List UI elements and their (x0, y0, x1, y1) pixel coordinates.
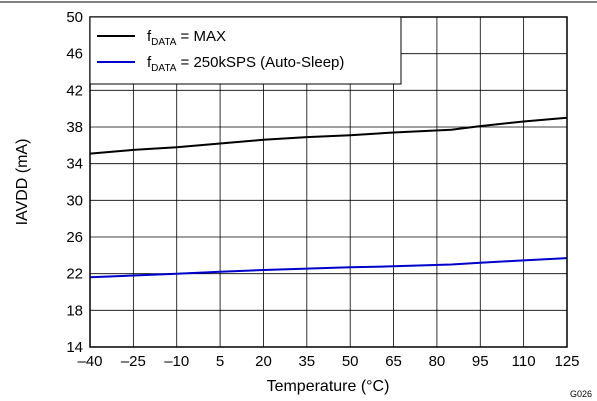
x-tick-label: 50 (342, 353, 359, 370)
y-tick-label: 50 (66, 9, 83, 26)
legend: fDATA = MAX fDATA = 250kSPS (Auto-Sleep) (89, 16, 402, 85)
legend-label-autosleep: fDATA = 250kSPS (Auto-Sleep) (147, 54, 344, 74)
legend-label-autosleep-rest: = 250kSPS (Auto-Sleep) (176, 54, 344, 71)
x-tick-labels: –40 –25 –10 5 20 35 50 65 80 95 110 125 (77, 353, 579, 370)
y-tick-label: 34 (66, 156, 83, 173)
series-line-1 (89, 257, 568, 279)
figure-id: G026 (570, 389, 592, 399)
legend-label-autosleep-main: f (147, 54, 152, 71)
legend-label-max-sub: DATA (151, 37, 177, 48)
legend-label-max: fDATA = MAX (147, 28, 226, 48)
series-line-0 (89, 116, 568, 155)
legend-box (89, 16, 402, 85)
x-tick-label: 20 (255, 353, 272, 370)
x-tick-label: 35 (298, 353, 315, 370)
x-axis-label: Temperature (°C) (267, 378, 390, 395)
legend-label-max-main: f (147, 28, 152, 45)
x-tick-label: 80 (429, 353, 446, 370)
y-tick-label: 22 (66, 266, 83, 283)
y-axis-label: IAVDD (mA) (14, 139, 31, 226)
x-tick-label: 110 (512, 353, 536, 370)
y-tick-label: 14 (66, 339, 83, 356)
legend-label-autosleep-sub: DATA (151, 63, 177, 74)
y-tick-label: 26 (66, 229, 83, 246)
x-tick-label: 65 (385, 353, 402, 370)
x-tick-label: 5 (216, 353, 224, 370)
series-layer (89, 116, 568, 279)
legend-label-max-rest: = MAX (176, 28, 226, 45)
x-tick-label: 125 (554, 353, 579, 370)
x-tick-label: –10 (164, 353, 189, 370)
x-tick-label: 95 (472, 353, 489, 370)
y-tick-label: 18 (66, 302, 83, 319)
y-tick-label: 46 (66, 46, 83, 63)
x-tick-label: –25 (121, 353, 146, 370)
x-tick-label: –40 (77, 353, 102, 370)
y-tick-label: 38 (66, 119, 83, 136)
y-tick-labels: 14 18 22 26 30 34 38 42 46 50 (66, 9, 83, 356)
y-tick-label: 42 (66, 82, 83, 99)
y-tick-label: 30 (66, 192, 83, 209)
